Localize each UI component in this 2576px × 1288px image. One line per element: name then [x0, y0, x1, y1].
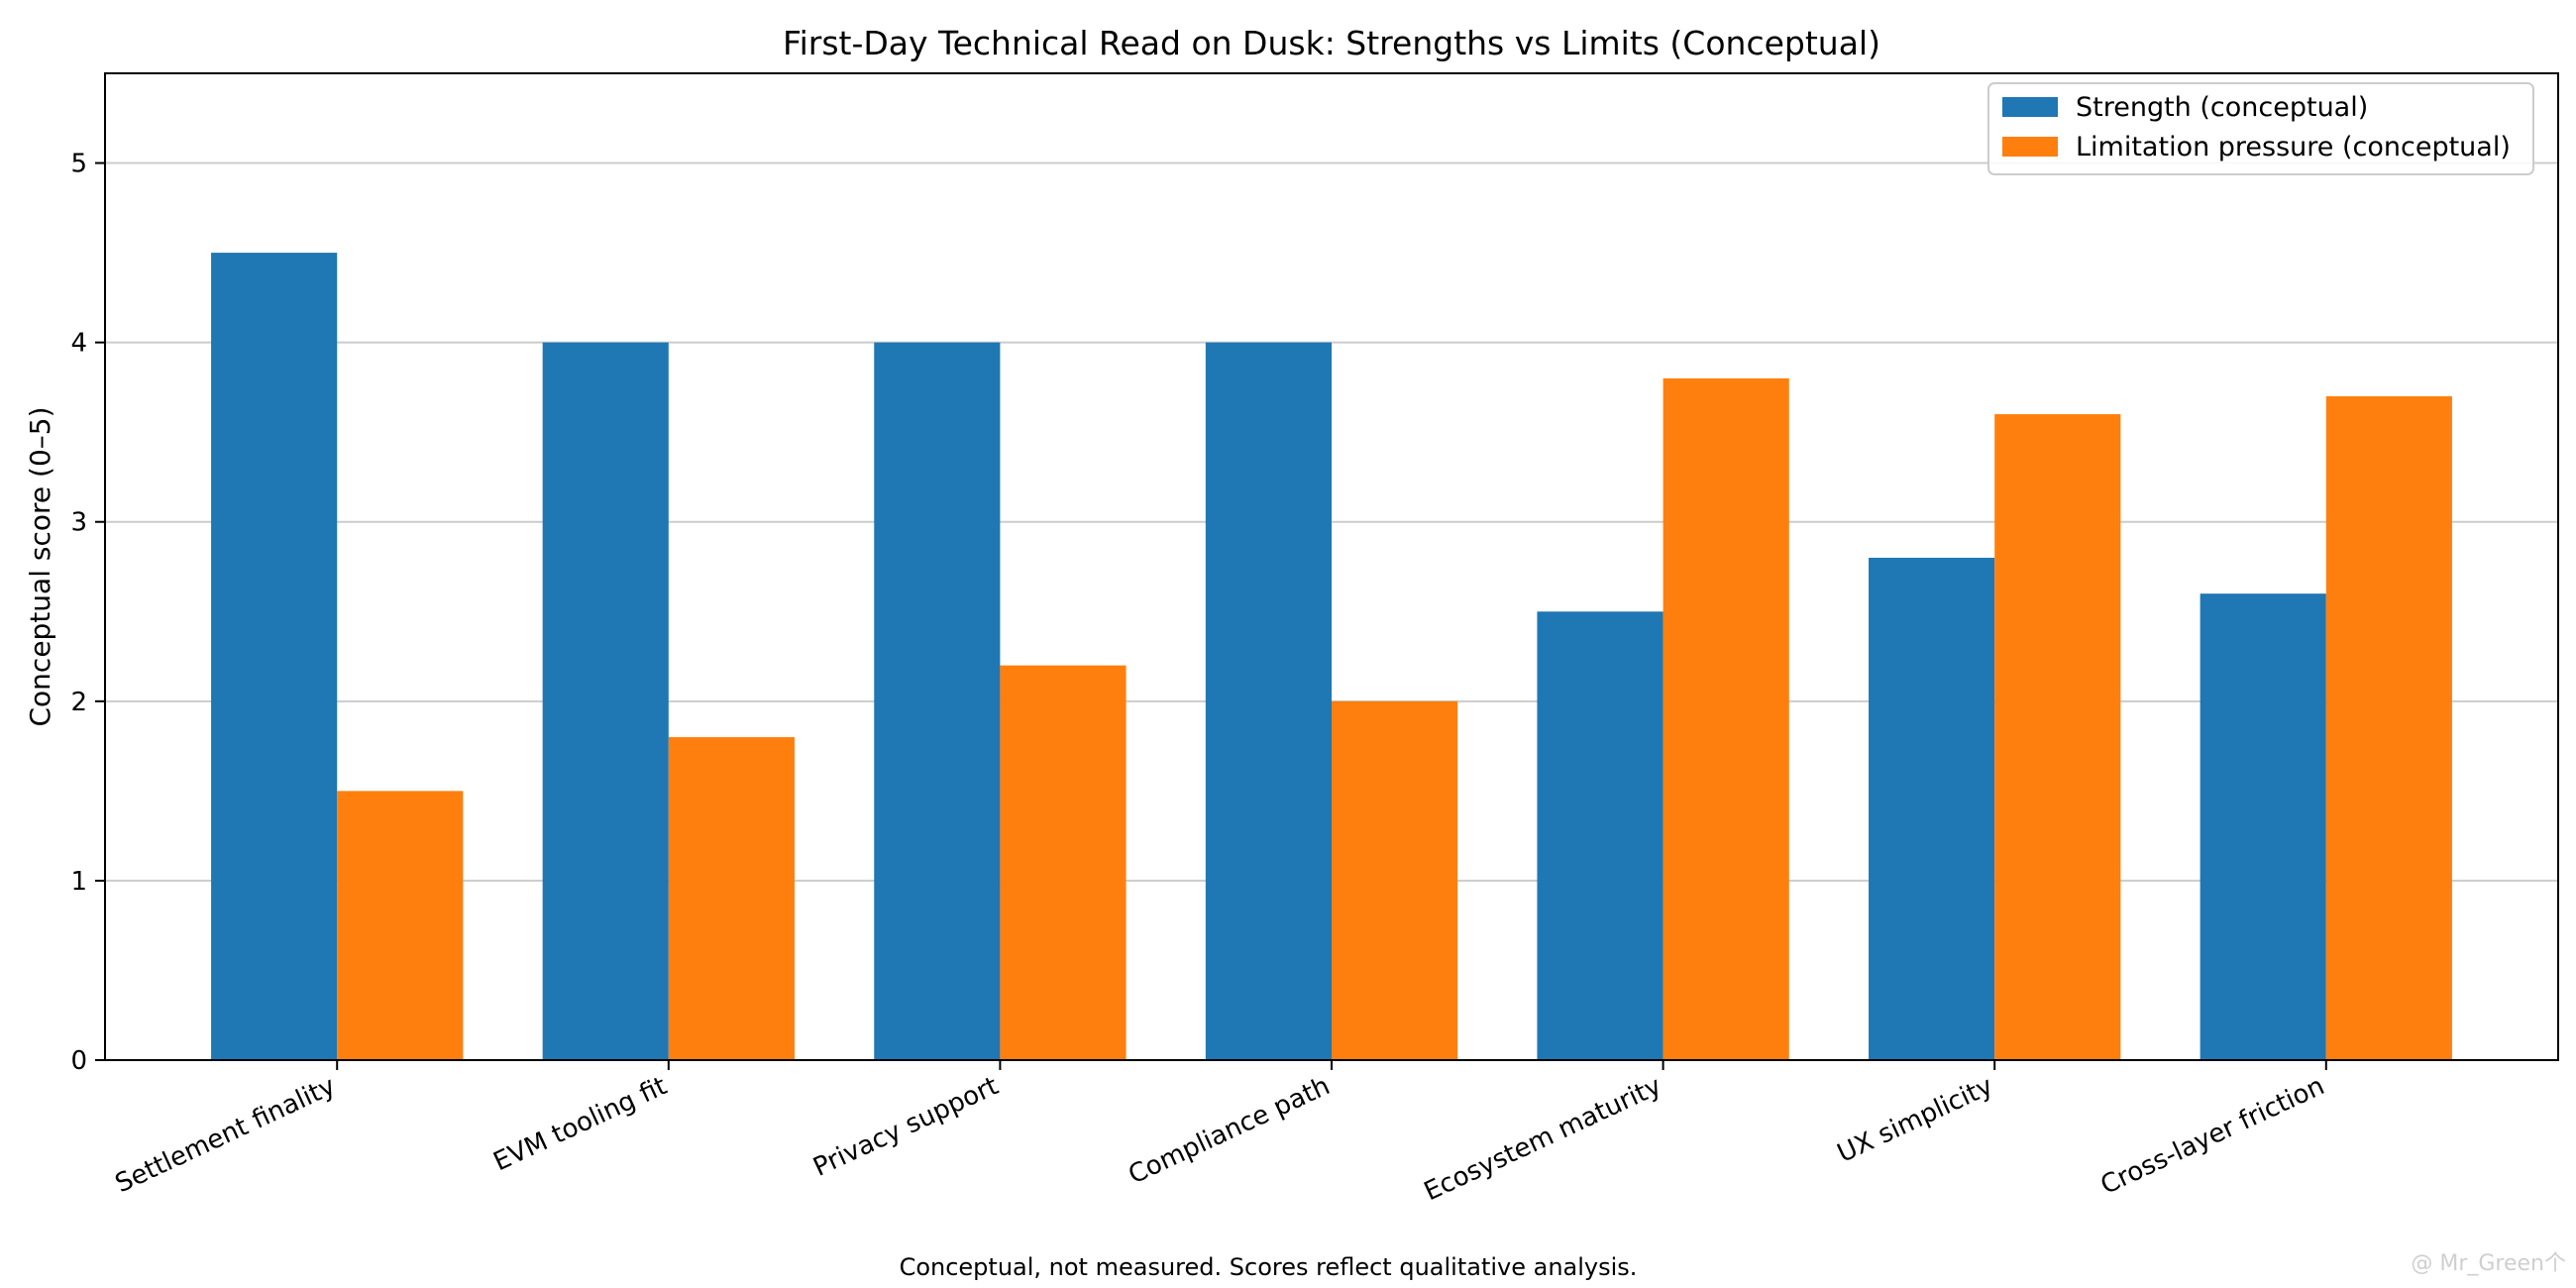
x-tick-label: EVM tooling fit: [489, 1071, 672, 1177]
limitation-bar: [1663, 377, 1789, 1060]
y-tick-label: 2: [70, 688, 87, 717]
limitation-bar: [1000, 665, 1127, 1060]
strength-bar: [1205, 342, 1332, 1060]
x-tick-label: Settlement finality: [111, 1071, 340, 1199]
x-tick-label: UX simplicity: [1833, 1071, 1997, 1169]
strength-bar: [1869, 557, 1995, 1060]
bars-group: [211, 253, 2452, 1060]
watermark-text: @ Mr_Green个: [2411, 1251, 2566, 1276]
y-tick-label: 4: [70, 329, 87, 359]
legend-swatch: [2002, 97, 2058, 117]
y-tick-label: 1: [70, 867, 87, 897]
footnote: Conceptual, not measured. Scores reflect…: [900, 1253, 1638, 1281]
limitation-bar: [1332, 700, 1458, 1060]
legend-label: Limitation pressure (conceptual): [2076, 132, 2511, 162]
x-tick-label: Cross-layer friction: [2096, 1071, 2329, 1201]
limitation-bar: [337, 791, 464, 1060]
x-tick-label: Privacy support: [808, 1071, 1003, 1183]
chart-title: First-Day Technical Read on Dusk: Streng…: [783, 24, 1880, 62]
limitation-bar: [668, 737, 795, 1060]
y-tick-label: 3: [70, 508, 87, 538]
limitation-bar: [1994, 414, 2121, 1060]
y-axis-label: Conceptual score (0–5): [24, 407, 56, 727]
legend-swatch: [2002, 137, 2058, 157]
y-axis: 0 1 2 3 4 5: [70, 150, 105, 1076]
x-tick-label: Compliance path: [1125, 1071, 1335, 1190]
y-tick-label: 0: [70, 1046, 87, 1076]
limitation-bar: [2325, 395, 2452, 1060]
strength-bar: [542, 342, 669, 1060]
x-axis: Settlement finality EVM tooling fit Privac…: [111, 1060, 2329, 1207]
x-tick-label: Ecosystem maturity: [1420, 1071, 1666, 1207]
legend: Strength (conceptual) Limitation pressure…: [1987, 82, 2534, 175]
legend-box: [1987, 82, 2534, 175]
y-tick-label: 5: [70, 150, 87, 179]
strength-bar: [874, 342, 1001, 1060]
strength-bar: [2200, 593, 2326, 1060]
strength-bar: [1537, 611, 1664, 1060]
legend-label: Strength (conceptual): [2076, 92, 2368, 123]
strength-bar: [211, 253, 338, 1060]
